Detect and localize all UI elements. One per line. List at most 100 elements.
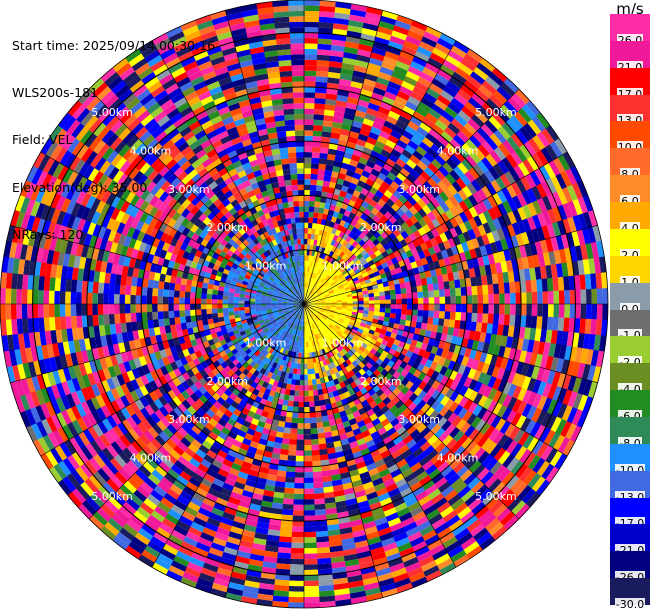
range-gate: [369, 297, 375, 301]
range-gate: [316, 65, 329, 71]
range-gate: [163, 311, 169, 319]
range-gate: [548, 304, 554, 318]
range-gate: [303, 526, 316, 532]
range-gate: [498, 283, 504, 294]
range-gate: [311, 439, 319, 445]
range-gate: [304, 472, 314, 478]
range-gate: [310, 434, 318, 440]
range-gate: [60, 316, 66, 330]
range-gate: [369, 304, 375, 308]
range-gate: [434, 304, 440, 311]
range-gate: [364, 301, 370, 305]
range-gate: [429, 304, 435, 311]
range-gate: [374, 304, 380, 308]
range-gate: [291, 537, 304, 543]
range-gate: [289, 564, 304, 570]
range-gate: [313, 477, 323, 483]
range-gate: [304, 5, 320, 11]
range-gate: [316, 76, 329, 82]
range-gate: [304, 201, 310, 207]
range-gate: [303, 505, 314, 511]
range-gate: [289, 570, 304, 576]
range-gate: [417, 316, 423, 323]
range-gate: [416, 279, 423, 286]
range-gate: [401, 293, 407, 299]
range-gate: [317, 55, 331, 61]
range-gate: [498, 314, 504, 325]
range-gate: [543, 291, 549, 304]
range-gate: [304, 429, 311, 435]
range-gate: [363, 297, 369, 301]
range-gate: [428, 290, 434, 297]
range-gate: [290, 559, 304, 565]
range-gate: [303, 586, 319, 592]
range-gate: [293, 505, 304, 511]
range-gate: [525, 316, 531, 329]
range-gate: [455, 312, 461, 321]
range-gate: [553, 304, 559, 318]
range-gate: [532, 304, 538, 317]
range-gate: [312, 152, 321, 158]
range-gate: [472, 304, 478, 314]
range-gate: [212, 313, 218, 319]
range-gate: [358, 304, 364, 307]
range-gate: [423, 310, 429, 317]
range-gate: [380, 304, 386, 308]
range-gate: [109, 313, 115, 324]
range-gate: [303, 570, 318, 576]
range-gate: [319, 454, 328, 460]
range-gate: [292, 521, 304, 527]
range-gate: [438, 282, 444, 290]
range-gate: [285, 471, 295, 477]
range-gate: [483, 294, 489, 304]
range-gate: [291, 526, 304, 532]
range-gate: [294, 483, 304, 489]
range-gate: [597, 288, 603, 304]
range-gate: [308, 385, 313, 391]
range-gate: [418, 304, 424, 311]
range-gate: [304, 412, 310, 418]
range-gate: [294, 396, 300, 402]
range-gate: [300, 369, 304, 375]
range-gate: [307, 363, 311, 369]
range-gate: [103, 314, 109, 325]
range-gate: [293, 499, 304, 505]
range-gate: [493, 314, 499, 325]
range-gate: [401, 288, 407, 294]
range-gate: [309, 206, 315, 212]
range-gate: [304, 423, 311, 429]
range-gate: [291, 423, 298, 429]
range-gate: [55, 316, 61, 330]
range-gate: [288, 591, 304, 597]
range-gate: [477, 295, 483, 305]
range-gate: [434, 290, 440, 298]
range-gate: [312, 379, 317, 385]
range-gate: [580, 289, 586, 305]
range-gate: [434, 297, 440, 304]
range-gate: [297, 418, 304, 424]
range-gate: [304, 233, 308, 239]
range-gate: [536, 279, 542, 292]
range-gate: [384, 290, 390, 295]
range-gate: [201, 309, 207, 315]
range-gate: [322, 416, 329, 423]
range-gate: [76, 315, 82, 328]
range-gate: [319, 158, 328, 164]
range-gate: [407, 293, 413, 299]
range-gate: [391, 299, 397, 304]
range-gate: [293, 401, 299, 407]
range-gate: [295, 385, 300, 391]
range-gate: [218, 312, 224, 317]
range-gate: [454, 279, 460, 288]
range-gate: [98, 314, 104, 326]
range-gate: [449, 280, 455, 289]
range-gate: [223, 312, 229, 317]
range-gate: [390, 309, 396, 314]
range-gate: [471, 313, 477, 323]
range-gate: [304, 255, 307, 261]
range-gate: [174, 310, 180, 317]
range-gate: [304, 228, 308, 234]
range-gate: [422, 316, 428, 323]
range-gate: [303, 580, 319, 586]
range-gate: [552, 277, 558, 291]
